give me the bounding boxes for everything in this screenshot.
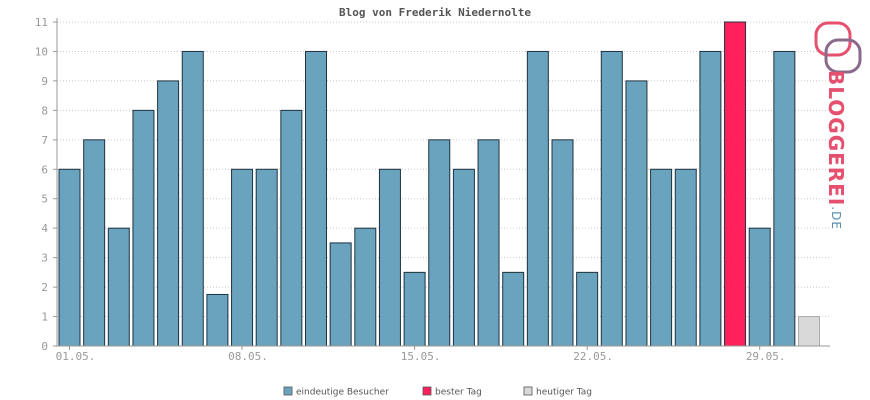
- brand-wordmark: BLOGGEREI.DE: [824, 70, 848, 230]
- bar: [181, 50, 204, 347]
- x-tick-label: 29.05.: [746, 350, 786, 363]
- y-tick-label: 1: [41, 311, 48, 324]
- legend-swatch-best: [422, 386, 432, 396]
- x-tick-label: 08.05.: [228, 350, 268, 363]
- bar: [452, 168, 475, 347]
- bar: [132, 109, 155, 347]
- bar: [157, 80, 180, 347]
- legend-label-visitors: eindeutige Besucher: [296, 388, 389, 398]
- bar: [58, 168, 81, 347]
- bar: [305, 50, 327, 347]
- bar-today: [798, 316, 820, 347]
- bar: [625, 80, 648, 347]
- bar: [255, 168, 278, 347]
- bar: [576, 271, 599, 347]
- bar: [231, 168, 254, 347]
- bar-best-day: [724, 21, 747, 347]
- y-tick-label: 4: [41, 222, 48, 235]
- x-tick-label: 22.05.: [573, 350, 613, 363]
- y-tick-label: 3: [41, 252, 48, 265]
- bar: [477, 139, 500, 347]
- bar: [280, 109, 303, 347]
- y-tick-label: 6: [41, 163, 48, 176]
- bars: [58, 21, 820, 347]
- bar: [699, 50, 722, 347]
- bloggerei-logo-icon: [814, 21, 862, 74]
- y-tick-label: 5: [41, 193, 48, 206]
- legend-swatch-today: [523, 386, 533, 396]
- bar: [107, 227, 130, 347]
- bar: [428, 139, 451, 347]
- chart-title: Blog von Frederik Niedernolte: [339, 6, 531, 19]
- brand-name: BLOGGEREI: [824, 70, 848, 207]
- bar: [502, 271, 525, 347]
- bar: [674, 168, 697, 347]
- x-tick-label: 15.05.: [401, 350, 441, 363]
- legend-label-best: bester Tag: [435, 388, 482, 398]
- bar: [403, 271, 426, 347]
- y-tick-label: 0: [41, 340, 48, 353]
- y-tick-label: 11: [35, 16, 48, 29]
- bar: [773, 50, 796, 347]
- legend-swatch-visitors: [283, 386, 293, 396]
- y-tick-label: 8: [41, 104, 48, 117]
- bar: [551, 139, 574, 347]
- legend: eindeutige Besucher bester Tag heutiger Ta…: [283, 386, 592, 398]
- bar: [650, 168, 673, 347]
- bar: [329, 242, 352, 347]
- y-tick-label: 2: [41, 281, 48, 294]
- brand-suffix: .DE: [829, 206, 843, 230]
- x-tick-label: 01.05.: [56, 350, 96, 363]
- legend-label-today: heutiger Tag: [536, 388, 592, 398]
- bar: [83, 139, 106, 347]
- bar: [354, 227, 377, 347]
- bar: [748, 227, 771, 347]
- y-tick-label: 7: [41, 134, 48, 147]
- bar: [378, 168, 401, 347]
- bar: [526, 50, 549, 347]
- bar: [206, 293, 229, 347]
- y-tick-label: 10: [35, 45, 48, 58]
- axes: 0 1 2 3 4 5 6 7 8 9 10 11 01.05. 08.05. 15.05. 22.05. 29…: [35, 16, 830, 363]
- bar: [600, 50, 623, 347]
- y-tick-label: 9: [41, 75, 48, 88]
